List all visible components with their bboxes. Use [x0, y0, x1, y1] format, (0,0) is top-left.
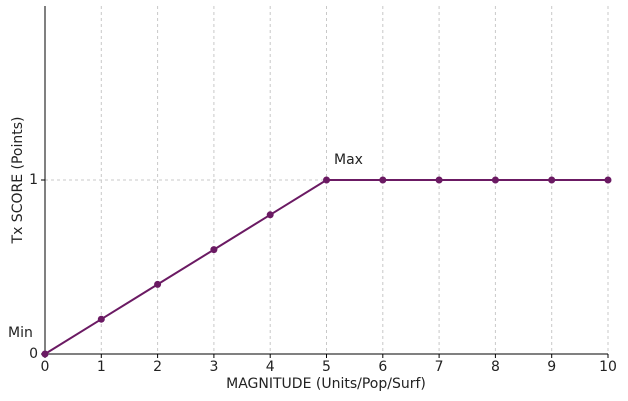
point	[210, 246, 218, 254]
point	[379, 176, 387, 184]
annotation: Min	[8, 325, 33, 341]
point	[323, 176, 330, 184]
point	[491, 176, 499, 184]
x-tick-label: 5	[322, 359, 331, 375]
x-tick-label: 4	[266, 359, 275, 375]
x-tick-label: 2	[153, 359, 162, 375]
x-tick-label: 1	[97, 359, 106, 375]
x-tick-label: 10	[599, 359, 617, 375]
point	[435, 176, 443, 184]
point	[41, 350, 49, 358]
x-tick-label: 6	[378, 359, 387, 375]
point	[604, 176, 612, 184]
x-tick-label: 3	[209, 359, 218, 375]
x-axis-label: MAGNITUDE (Units/Pop/Surf)	[226, 376, 426, 392]
y-tick-label: 1	[29, 172, 38, 188]
annotation: Max	[334, 152, 363, 168]
x-tick-label: 7	[435, 359, 444, 375]
y-axis-label: Tx SCORE (Points)	[10, 117, 26, 245]
y-tick-label: 0	[29, 346, 38, 362]
point	[266, 211, 274, 219]
x-tick-label: 0	[41, 359, 50, 375]
x-tick-label: 8	[491, 359, 500, 375]
point	[154, 280, 162, 288]
x-tick-label: 9	[547, 359, 556, 375]
point	[548, 176, 556, 184]
point	[97, 315, 105, 323]
